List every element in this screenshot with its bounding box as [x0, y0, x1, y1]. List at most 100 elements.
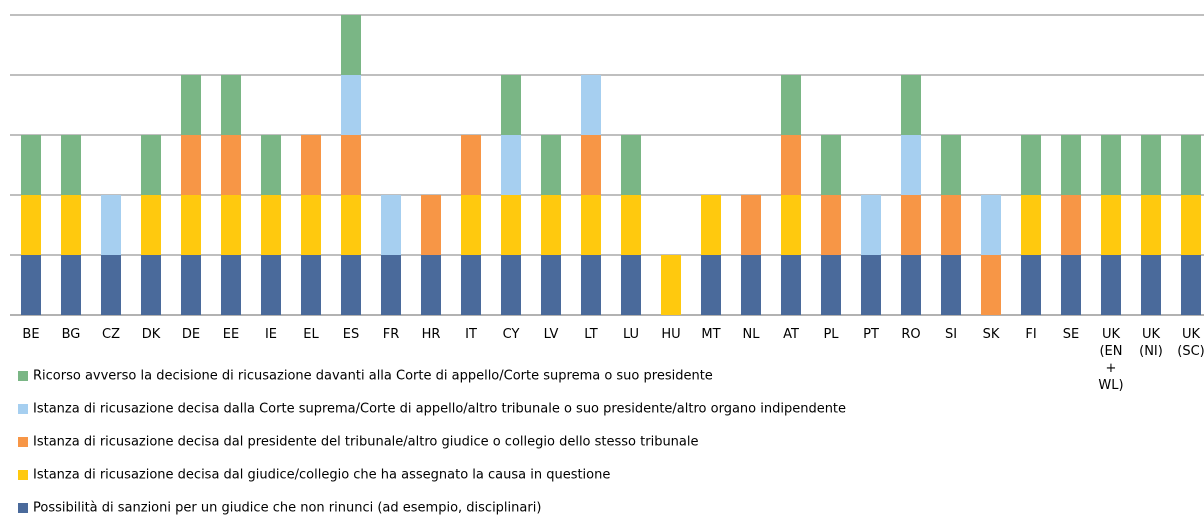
bar-segment: [181, 195, 201, 255]
bar-segment: [701, 255, 721, 315]
bar-segment: [341, 195, 361, 255]
bar-segment: [381, 255, 401, 315]
bar-segment: [541, 255, 561, 315]
x-tick-label: SI: [944, 327, 958, 342]
x-tick-label: RO: [901, 327, 921, 342]
bar-segment: [661, 255, 681, 315]
bar-segment: [821, 195, 841, 255]
bar-segment: [261, 195, 281, 255]
bar-segment: [461, 135, 481, 195]
x-tick-label: EL: [303, 327, 319, 342]
bar-segment: [941, 255, 961, 315]
bar-segment: [541, 135, 561, 195]
legend-label: Istanza di ricusazione decisa dal giudic…: [33, 468, 610, 483]
legend-label: Istanza di ricusazione decisa dal presid…: [33, 435, 699, 450]
x-tick-label: DK: [141, 327, 161, 342]
bar-segment: [101, 195, 121, 255]
bar-segment: [261, 255, 281, 315]
bar-segment: [901, 255, 921, 315]
bar-segment: [581, 135, 601, 195]
bar-segment: [221, 135, 241, 195]
x-tick-label: FI: [1025, 327, 1037, 342]
x-tick-label: BE: [22, 327, 40, 342]
bar-segment: [581, 75, 601, 135]
legend-swatch: [18, 437, 28, 447]
bar-segment: [221, 255, 241, 315]
bar-segment: [61, 135, 81, 195]
legend-label: Possibilità di sanzioni per un giudice c…: [33, 501, 541, 516]
bar-segment: [981, 195, 1001, 255]
bar-segment: [541, 195, 561, 255]
legend-swatch: [18, 503, 28, 513]
bar-segment: [341, 255, 361, 315]
bar-segment: [141, 255, 161, 315]
bar-segment: [1061, 255, 1081, 315]
bar-segment: [221, 75, 241, 135]
bar-segment: [741, 195, 761, 255]
bar-segment: [581, 195, 601, 255]
x-tick-label: SE: [1062, 327, 1080, 342]
legend-swatch: [18, 404, 28, 414]
bar-segment: [1021, 195, 1041, 255]
bar-segment: [181, 255, 201, 315]
bar-segment: [1141, 195, 1161, 255]
bar-segment: [301, 195, 321, 255]
x-tick-label: UK (EN + WL): [1098, 327, 1124, 393]
bar-segment: [21, 195, 41, 255]
bar-segment: [61, 195, 81, 255]
bar-segment: [581, 255, 601, 315]
bar-segment: [301, 255, 321, 315]
x-tick-label: LT: [584, 327, 598, 342]
legend-label: Istanza di ricusazione decisa dalla Cort…: [33, 402, 846, 417]
bar-segment: [141, 195, 161, 255]
x-tick-label: IT: [465, 327, 477, 342]
x-tick-label: BG: [61, 327, 81, 342]
bar-segment: [1061, 195, 1081, 255]
bar-segment: [61, 255, 81, 315]
bar-segment: [981, 255, 1001, 315]
bar-segment: [1101, 195, 1121, 255]
bar-segment: [141, 135, 161, 195]
bar-segment: [301, 135, 321, 195]
bar-segment: [941, 135, 961, 195]
x-tick-label: CY: [502, 327, 520, 342]
bar-segment: [621, 135, 641, 195]
bar-segment: [1021, 255, 1041, 315]
x-tick-label: UK (NI): [1139, 327, 1163, 359]
x-tick-label: LV: [543, 327, 559, 342]
x-tick-label: ES: [342, 327, 360, 342]
bar-segment: [901, 135, 921, 195]
x-tick-label: PL: [823, 327, 839, 342]
bar-segment: [1021, 135, 1041, 195]
x-tick-label: AT: [783, 327, 799, 342]
bar-segment: [501, 255, 521, 315]
bar-segment: [621, 195, 641, 255]
bar-segment: [261, 135, 281, 195]
bar-segment: [101, 255, 121, 315]
x-tick-label: PT: [863, 327, 879, 342]
legend-swatch: [18, 371, 28, 381]
bar-segment: [781, 75, 801, 135]
x-tick-label: SK: [982, 327, 1000, 342]
bar-segment: [341, 135, 361, 195]
bar-segment: [821, 255, 841, 315]
x-tick-label: EE: [222, 327, 240, 342]
bar-segment: [821, 135, 841, 195]
bar-segment: [901, 75, 921, 135]
bar-segment: [781, 255, 801, 315]
x-tick-label: CZ: [102, 327, 120, 342]
x-tick-label: UK (SC): [1177, 327, 1204, 359]
bar-segment: [501, 135, 521, 195]
bar-segment: [861, 255, 881, 315]
bar-segment: [701, 195, 721, 255]
bar-segment: [501, 75, 521, 135]
bar-segment: [1141, 135, 1161, 195]
x-tick-label: LU: [622, 327, 640, 342]
bar-segment: [501, 195, 521, 255]
bar-segment: [421, 195, 441, 255]
x-tick-label: HU: [661, 327, 681, 342]
bar-segment: [741, 255, 761, 315]
bar-segment: [781, 195, 801, 255]
bar-segment: [21, 135, 41, 195]
